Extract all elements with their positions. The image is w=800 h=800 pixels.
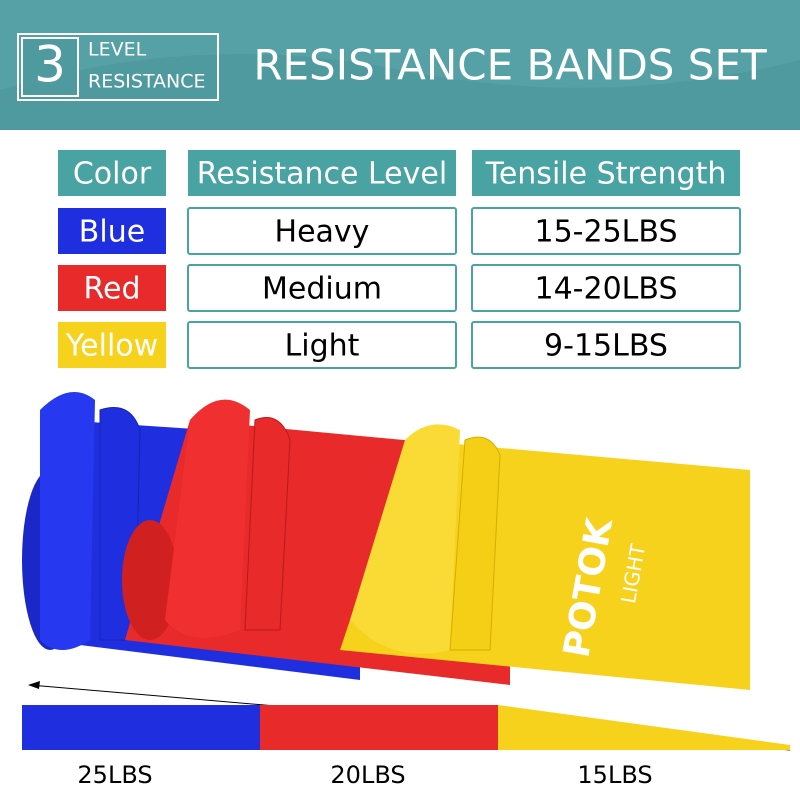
scale-yellow — [498, 705, 790, 750]
cell-text: 15-25LBS — [535, 215, 678, 250]
header-text: Tensile Strength — [485, 157, 727, 192]
cell-text: Heavy — [275, 215, 370, 250]
badge-line: RESISTANCE — [88, 71, 206, 93]
table-cell — [187, 207, 457, 255]
band-fold — [350, 424, 460, 654]
cell-text: Yellow — [65, 329, 158, 364]
cell-text: Red — [84, 272, 141, 307]
arrow-head — [28, 681, 40, 689]
cell-text: Medium — [262, 272, 382, 307]
table-cell — [187, 321, 457, 369]
band-fold — [165, 399, 250, 638]
scale-red — [260, 705, 498, 750]
badge-number: 3 — [34, 36, 66, 94]
scale-label: 20LBS — [330, 761, 405, 789]
band-roll — [122, 520, 178, 640]
table-cell — [187, 264, 457, 312]
spec-table: Color Resistance Level Tensile Strength Blu… — [58, 150, 741, 369]
cell-text: 14-20LBS — [535, 272, 678, 307]
badge-frame — [17, 33, 219, 101]
header-text: Color — [73, 157, 152, 192]
table-cell — [471, 264, 741, 312]
scale-label: 25LBS — [77, 761, 152, 789]
scale-label: 15LBS — [577, 761, 652, 789]
cell-text: Light — [285, 329, 360, 364]
header-cell — [472, 150, 740, 196]
band-fold — [244, 417, 291, 631]
table-cell — [471, 207, 741, 255]
header-text: Resistance Level — [197, 157, 447, 192]
color-cell — [58, 208, 166, 254]
title: RESISTANCE BANDS SET — [253, 41, 767, 90]
header-texture — [0, 0, 800, 90]
band-fold — [449, 436, 501, 651]
color-cell — [58, 322, 166, 368]
header-cell — [58, 150, 166, 196]
scale-blue — [22, 705, 262, 750]
cell-text: Blue — [79, 215, 145, 250]
header-cell — [188, 150, 456, 196]
badge-line: LEVEL — [88, 39, 147, 61]
band-fold — [40, 392, 95, 650]
color-cell — [58, 265, 166, 311]
badge-number-box — [21, 37, 79, 97]
cell-text: 9-15LBS — [544, 329, 668, 364]
table-cell — [471, 321, 741, 369]
